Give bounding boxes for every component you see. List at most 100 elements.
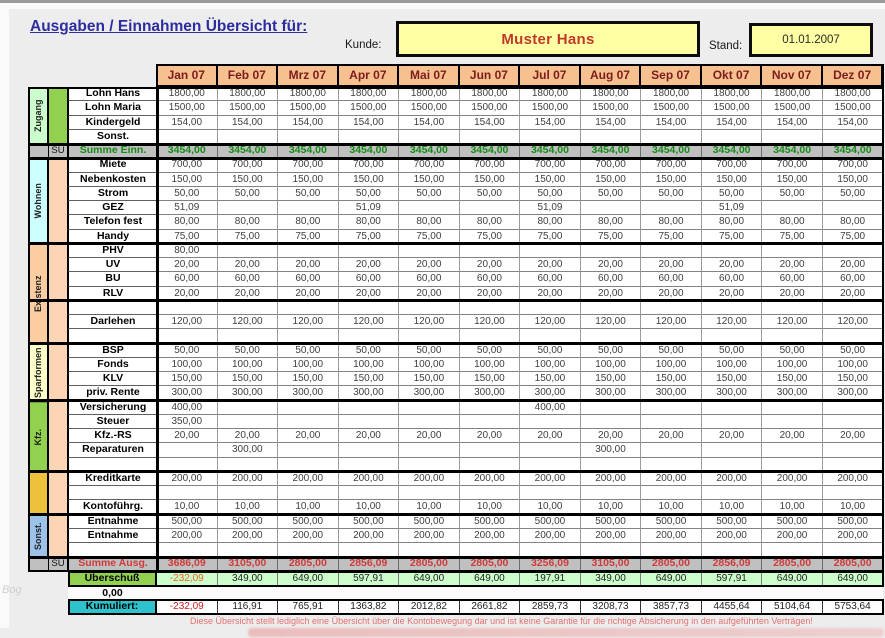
value-cell[interactable] <box>217 486 279 501</box>
cumulative-value-cell[interactable]: 3208,73 <box>580 600 642 615</box>
value-cell[interactable] <box>641 400 702 415</box>
value-cell[interactable] <box>278 201 339 216</box>
cumulative-value-cell[interactable]: 2859,73 <box>520 600 581 615</box>
value-cell[interactable]: 200,00 <box>822 528 884 543</box>
value-cell[interactable]: 51,09 <box>701 201 763 216</box>
value-cell[interactable]: 154,00 <box>762 115 823 130</box>
value-cell[interactable]: 50,00 <box>822 343 884 358</box>
value-cell[interactable]: 150,00 <box>459 172 521 187</box>
month-header-cell[interactable]: Sep 07 <box>641 64 702 87</box>
value-cell[interactable]: 200,00 <box>580 471 642 486</box>
value-cell[interactable]: 300,00 <box>459 386 521 401</box>
value-cell[interactable]: 150,00 <box>157 172 218 187</box>
row-label[interactable]: priv. Rente <box>68 386 157 401</box>
value-cell[interactable]: 20,00 <box>157 286 218 301</box>
group-label-sonst[interactable]: Sonst. <box>28 514 48 558</box>
value-cell[interactable] <box>641 329 702 344</box>
value-cell[interactable]: 150,00 <box>157 372 218 387</box>
surplus-value-cell[interactable]: 597,91 <box>338 571 400 586</box>
cumulative-value-cell[interactable]: 4455,64 <box>701 600 763 615</box>
value-cell[interactable] <box>641 300 702 315</box>
value-cell[interactable]: 300,00 <box>701 386 763 401</box>
value-cell[interactable]: 100,00 <box>701 357 763 372</box>
value-cell[interactable]: 60,00 <box>157 272 218 287</box>
value-cell[interactable]: 1500,00 <box>157 101 218 116</box>
cumulative-value-cell[interactable]: 116,91 <box>217 600 279 615</box>
value-cell[interactable]: 1800,00 <box>520 87 581 102</box>
value-cell[interactable]: 300,00 <box>217 386 279 401</box>
surplus-value-cell[interactable]: 349,00 <box>217 571 279 586</box>
value-cell[interactable]: 700,00 <box>641 158 702 173</box>
value-cell[interactable]: 20,00 <box>217 429 279 444</box>
value-cell[interactable] <box>641 543 702 558</box>
value-cell[interactable] <box>520 414 581 429</box>
sum-value-cell[interactable]: 3454,00 <box>278 144 339 159</box>
surplus-value-cell[interactable]: -232,09 <box>157 571 218 586</box>
value-cell[interactable] <box>762 457 823 472</box>
value-cell[interactable]: 120,00 <box>399 315 460 330</box>
value-cell[interactable]: 150,00 <box>822 372 884 387</box>
row-label[interactable] <box>68 329 157 344</box>
value-cell[interactable] <box>822 300 884 315</box>
value-cell[interactable]: 150,00 <box>278 372 339 387</box>
value-cell[interactable] <box>641 243 702 258</box>
value-cell[interactable] <box>157 329 218 344</box>
value-cell[interactable]: 20,00 <box>762 429 823 444</box>
row-label[interactable]: PHV <box>68 243 157 258</box>
value-cell[interactable]: 20,00 <box>580 429 642 444</box>
value-cell[interactable] <box>520 243 581 258</box>
value-cell[interactable]: 60,00 <box>701 272 763 287</box>
value-cell[interactable]: 50,00 <box>762 186 823 201</box>
value-cell[interactable]: 150,00 <box>701 372 763 387</box>
value-cell[interactable]: 50,00 <box>580 343 642 358</box>
value-cell[interactable]: 1500,00 <box>459 101 521 116</box>
month-header-cell[interactable]: Jan 07 <box>157 64 218 87</box>
sum-value-cell[interactable]: 3454,00 <box>520 144 581 159</box>
value-cell[interactable] <box>520 329 581 344</box>
value-cell[interactable]: 75,00 <box>338 229 400 244</box>
sum-value-cell[interactable]: 3454,00 <box>338 144 400 159</box>
value-cell[interactable]: 10,00 <box>822 500 884 515</box>
value-cell[interactable]: 500,00 <box>580 514 642 529</box>
value-cell[interactable] <box>338 414 400 429</box>
value-cell[interactable]: 150,00 <box>399 372 460 387</box>
value-cell[interactable]: 150,00 <box>217 372 279 387</box>
value-cell[interactable] <box>157 300 218 315</box>
value-cell[interactable]: 150,00 <box>399 172 460 187</box>
value-cell[interactable]: 51,09 <box>157 201 218 216</box>
value-cell[interactable]: 700,00 <box>520 158 581 173</box>
month-header-cell[interactable]: Mai 07 <box>399 64 460 87</box>
value-cell[interactable]: 1500,00 <box>278 101 339 116</box>
value-cell[interactable]: 10,00 <box>278 500 339 515</box>
value-cell[interactable]: 500,00 <box>278 514 339 529</box>
value-cell[interactable]: 50,00 <box>822 186 884 201</box>
value-cell[interactable]: 150,00 <box>641 372 702 387</box>
value-cell[interactable]: 700,00 <box>580 158 642 173</box>
value-cell[interactable]: 150,00 <box>580 372 642 387</box>
value-cell[interactable]: 200,00 <box>217 528 279 543</box>
value-cell[interactable]: 20,00 <box>459 429 521 444</box>
value-cell[interactable]: 1800,00 <box>338 87 400 102</box>
value-cell[interactable]: 1800,00 <box>641 87 702 102</box>
value-cell[interactable] <box>338 457 400 472</box>
cumulative-value-cell[interactable]: 765,91 <box>278 600 339 615</box>
value-cell[interactable] <box>399 486 460 501</box>
su-cell[interactable]: SU <box>48 557 68 572</box>
value-cell[interactable] <box>338 486 400 501</box>
value-cell[interactable]: 80,00 <box>822 215 884 230</box>
row-label[interactable]: Kfz.-RS <box>68 429 157 444</box>
row-label[interactable]: BSP <box>68 343 157 358</box>
value-cell[interactable] <box>399 329 460 344</box>
row-label[interactable]: Kreditkarte <box>68 471 157 486</box>
value-cell[interactable] <box>459 400 521 415</box>
value-cell[interactable]: 60,00 <box>520 272 581 287</box>
value-cell[interactable]: 120,00 <box>520 315 581 330</box>
value-cell[interactable]: 50,00 <box>399 186 460 201</box>
sum-value-cell[interactable]: 3454,00 <box>157 144 218 159</box>
value-cell[interactable] <box>399 243 460 258</box>
value-cell[interactable] <box>580 300 642 315</box>
value-cell[interactable]: 500,00 <box>822 514 884 529</box>
value-cell[interactable]: 20,00 <box>520 258 581 273</box>
sum-value-cell[interactable]: 3454,00 <box>822 144 884 159</box>
value-cell[interactable]: 154,00 <box>701 115 763 130</box>
